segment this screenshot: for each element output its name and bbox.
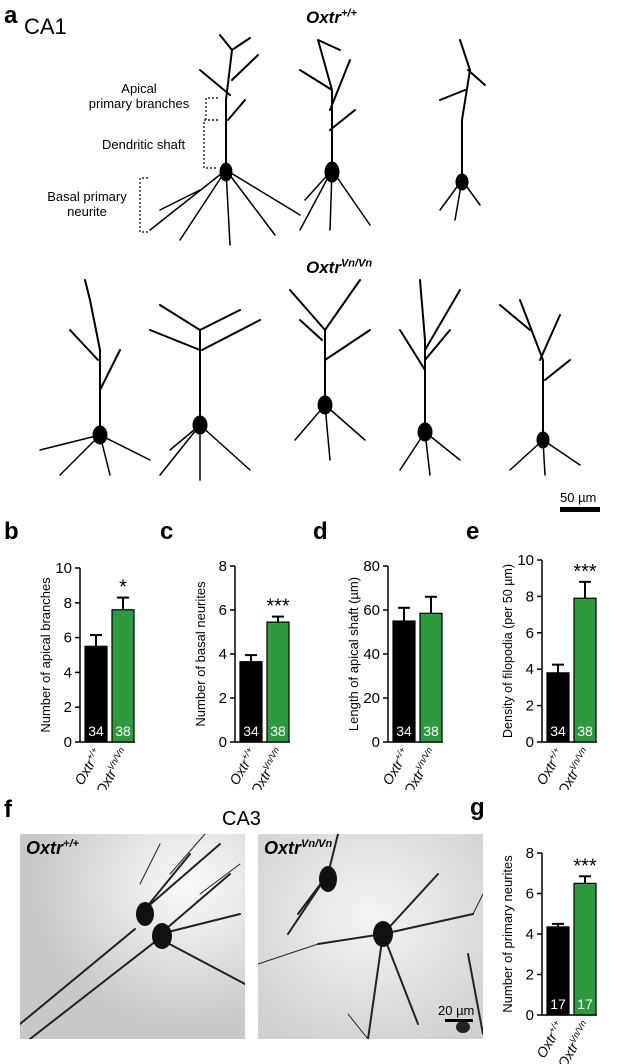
panel-letter-a: a <box>4 2 18 29</box>
bar <box>573 597 597 743</box>
region-label-ca3: CA3 <box>222 808 261 830</box>
mut-neuron-5 <box>499 299 581 476</box>
y-tick-label: 20 <box>363 690 380 707</box>
y-tick-label: 4 <box>526 926 534 943</box>
y-tick-label: 80 <box>363 558 380 575</box>
bar <box>392 620 416 743</box>
mut-neuron-2 <box>149 304 261 481</box>
y-axis-label: Density of filopodia (per 50 µm) <box>501 564 515 738</box>
scale-bar-a <box>560 507 600 512</box>
y-tick-label: 6 <box>526 625 534 642</box>
y-tick-label: 2 <box>64 699 72 716</box>
bar-n-label: 34 <box>88 723 104 739</box>
bar-n-label: 34 <box>243 723 259 739</box>
bar <box>546 926 570 1016</box>
bar <box>266 621 290 743</box>
basal-neurite-annotation: Basal primary neurite <box>47 189 127 219</box>
bar-n-label: 17 <box>577 996 593 1012</box>
significance-mark: * <box>119 577 127 599</box>
y-tick-label: 6 <box>219 602 227 619</box>
bar-n-label: 34 <box>396 723 412 739</box>
significance-mark: *** <box>573 855 597 877</box>
bar <box>111 609 135 743</box>
micrograph-mut <box>258 834 483 1039</box>
apical-branches-annotation: Apical primary branches <box>88 81 190 111</box>
region-label-ca1: CA1 <box>24 14 67 39</box>
y-tick-label: 8 <box>219 558 227 575</box>
bar <box>546 672 570 743</box>
y-axis-label: Number of basal neurites <box>193 581 208 727</box>
bar <box>419 612 443 743</box>
genotype-label-wt-a: Oxtr+/+ <box>306 7 357 27</box>
panel-letter-b: b <box>4 518 19 545</box>
y-tick-label: 8 <box>64 595 72 612</box>
y-tick-label: 8 <box>526 588 534 605</box>
neuron-tracings <box>39 34 581 481</box>
y-tick-label: 4 <box>219 646 227 663</box>
y-tick-label: 0 <box>219 734 227 751</box>
genotype-label-mut-a: OxtrVn/Vn <box>306 257 373 277</box>
scale-bar-label-f: 20 µm <box>438 1003 475 1018</box>
bar-n-label: 38 <box>423 723 439 739</box>
panel-letter-d: d <box>313 518 328 545</box>
y-axis-label: Number of primary neurites <box>500 855 515 1013</box>
y-tick-label: 60 <box>363 602 380 619</box>
panel-letter-g: g <box>470 794 485 821</box>
genotype-label-mut-f: OxtrVn/Vn <box>264 838 333 858</box>
y-tick-label: 0 <box>372 734 380 751</box>
y-tick-label: 8 <box>526 845 534 862</box>
scale-bar-f <box>445 1019 473 1022</box>
y-axis-label: Length of apical shaft (µm) <box>346 577 361 731</box>
y-tick-label: 0 <box>526 1007 534 1024</box>
dendritic-shaft-annotation: Dendritic shaft <box>102 137 186 152</box>
y-tick-label: 6 <box>64 630 72 647</box>
y-tick-label: 2 <box>526 967 534 984</box>
bar <box>573 882 597 1016</box>
annotation-brackets <box>139 97 218 233</box>
wt-neuron-3 <box>439 39 486 221</box>
y-tick-label: 0 <box>64 734 72 751</box>
wt-neuron-2 <box>299 39 371 231</box>
y-tick-label: 2 <box>526 698 534 715</box>
panel-letter-c: c <box>160 518 174 545</box>
y-tick-label: 4 <box>64 664 72 681</box>
bar-n-label: 38 <box>577 723 593 739</box>
mut-neuron-4 <box>399 279 461 476</box>
wt-neuron-1 <box>149 34 301 246</box>
y-tick-label: 6 <box>526 886 534 903</box>
y-axis-label: Number of apical branches <box>38 577 53 733</box>
panel-letter-e: e <box>466 518 480 545</box>
y-tick-label: 0 <box>526 734 534 751</box>
bar-n-label: 34 <box>550 723 566 739</box>
y-tick-label: 2 <box>219 690 227 707</box>
panel-letter-f: f <box>4 796 12 823</box>
micrograph-wt <box>20 834 245 1039</box>
y-tick-label: 10 <box>517 552 534 569</box>
significance-mark: *** <box>266 596 290 618</box>
bar-n-label: 38 <box>115 723 131 739</box>
bar <box>84 645 108 743</box>
genotype-label-wt-f: Oxtr+/+ <box>26 838 79 858</box>
significance-mark: *** <box>573 561 597 583</box>
scale-bar-label-a: 50 µm <box>560 490 597 505</box>
mut-neuron-3 <box>289 279 371 461</box>
y-tick-label: 40 <box>363 646 380 663</box>
mut-neuron-1 <box>39 279 151 476</box>
bar <box>239 661 263 743</box>
bar-n-label: 38 <box>270 723 286 739</box>
y-tick-label: 10 <box>55 560 72 577</box>
y-tick-label: 4 <box>526 661 534 678</box>
bar-n-label: 17 <box>550 996 566 1012</box>
